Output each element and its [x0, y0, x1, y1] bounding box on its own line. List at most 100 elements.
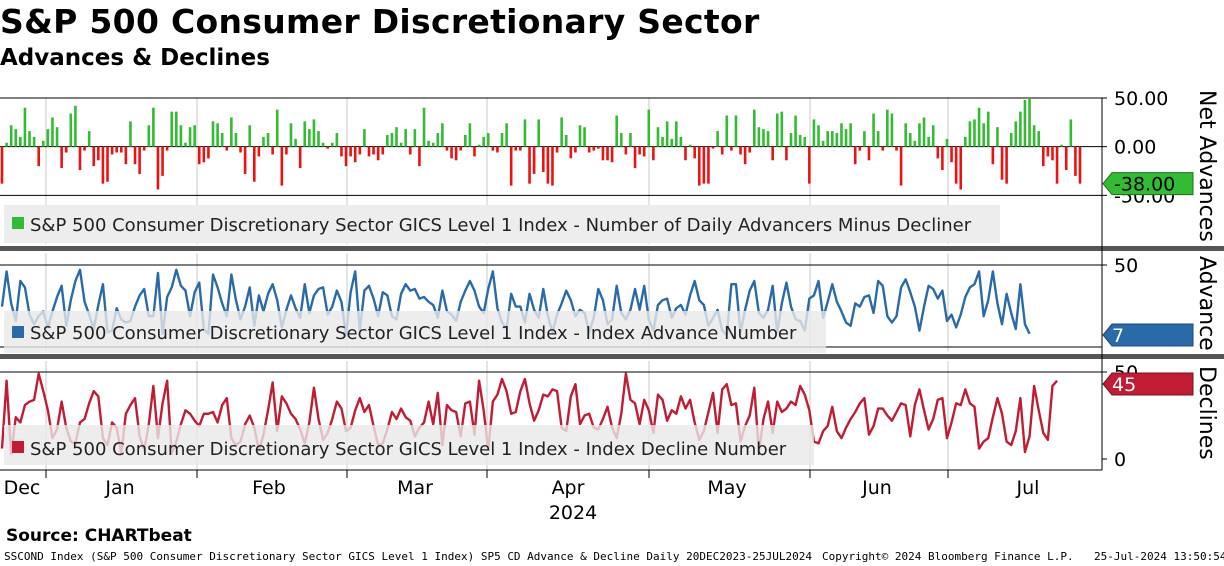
net-bar	[863, 131, 866, 147]
net-bar	[280, 146, 284, 186]
net-bar	[147, 125, 151, 147]
decline-axis-label: Declines	[1194, 366, 1219, 460]
net-bar	[996, 127, 999, 147]
net-bar	[248, 125, 252, 147]
net-bar	[1014, 121, 1018, 147]
net-bar	[748, 146, 752, 153]
net-y-tick-label: 50.00	[1114, 88, 1168, 110]
net-axis-label: Net Advances	[1194, 90, 1219, 242]
net-bar	[211, 121, 215, 147]
net-bar	[592, 146, 596, 151]
net-bar	[87, 131, 91, 147]
net-bar	[890, 113, 894, 147]
net-bar	[55, 127, 59, 147]
net-bar	[968, 121, 972, 147]
net-bar	[1078, 146, 1082, 184]
net-bar	[308, 129, 311, 147]
advance-axis-label: Advance	[1194, 256, 1219, 351]
advance-legend-swatch	[12, 326, 24, 338]
net-bar	[555, 146, 559, 153]
net-bar	[193, 125, 196, 147]
net-bar	[234, 133, 238, 147]
net-bar	[473, 146, 476, 157]
net-bar	[656, 127, 660, 147]
net-bar	[413, 129, 417, 147]
net-bar	[730, 146, 733, 151]
net-bar	[257, 146, 261, 157]
net-bar	[615, 115, 618, 147]
net-bar	[9, 125, 13, 147]
chart-subtitle: Advances & Declines	[0, 45, 270, 71]
net-bar	[275, 109, 279, 147]
net-bar	[950, 146, 953, 163]
net-bar	[468, 123, 472, 147]
net-bar	[707, 146, 710, 184]
net-legend-text: S&P 500 Consumer Discretionary Sector GI…	[30, 215, 972, 236]
net-bar	[23, 107, 27, 147]
net-bar	[477, 144, 481, 147]
x-tick-label: Apr	[552, 477, 585, 499]
net-bar	[367, 146, 371, 157]
net-bar	[464, 134, 467, 147]
net-bar	[574, 146, 577, 153]
net-bar	[702, 146, 706, 184]
net-bar	[1064, 146, 1068, 171]
net-bar	[271, 146, 274, 155]
net-bar	[115, 146, 118, 153]
net-bar	[931, 125, 935, 147]
decline-last-value-badge	[1102, 372, 1194, 396]
net-bar	[161, 146, 164, 176]
net-bar	[684, 146, 687, 161]
net-bar	[427, 140, 430, 147]
net-bar	[422, 107, 426, 147]
net-bar	[817, 125, 820, 147]
net-bar	[739, 146, 742, 155]
net-bar	[619, 133, 623, 147]
net-bar	[652, 146, 655, 161]
net-bar	[5, 142, 8, 147]
net-bar	[312, 119, 316, 147]
net-bar	[0, 146, 4, 184]
net-bar	[19, 136, 22, 147]
net-bar	[610, 146, 614, 163]
net-bar	[840, 123, 843, 147]
net-bar	[133, 146, 137, 165]
net-bar	[606, 146, 609, 161]
decline-legend-box	[4, 425, 814, 465]
net-bar	[821, 140, 825, 147]
net-bar	[899, 146, 903, 186]
net-bar	[954, 146, 958, 184]
net-bar	[28, 131, 31, 147]
net-bar	[808, 146, 811, 184]
net-bar	[743, 146, 747, 165]
net-bar	[853, 146, 857, 165]
net-bar	[418, 146, 421, 167]
net-bar	[64, 146, 68, 153]
net-bar	[220, 133, 224, 147]
net-bar	[436, 133, 440, 147]
net-bar	[106, 146, 109, 182]
net-bar	[757, 127, 761, 147]
net-bar	[803, 136, 807, 147]
net-bar	[74, 105, 77, 147]
decline-legend-text: S&P 500 Consumer Discretionary Sector GI…	[30, 439, 787, 460]
net-bar	[597, 146, 600, 149]
net-bar	[78, 146, 82, 171]
net-bar	[560, 117, 563, 147]
net-bar	[500, 133, 504, 147]
net-bar	[546, 146, 550, 184]
net-bar	[363, 129, 366, 147]
net-bar	[977, 107, 981, 147]
net-bar	[69, 113, 73, 147]
net-bar	[1028, 98, 1031, 147]
net-bar	[285, 146, 288, 155]
net-bar	[321, 142, 325, 147]
x-tick-label: Dec	[4, 477, 41, 499]
net-bar	[991, 146, 995, 165]
net-bar	[762, 129, 765, 147]
net-bar	[697, 146, 701, 186]
net-bar	[624, 146, 628, 155]
net-bar	[913, 140, 917, 147]
net-bar	[1051, 146, 1054, 161]
net-bar	[243, 146, 247, 174]
